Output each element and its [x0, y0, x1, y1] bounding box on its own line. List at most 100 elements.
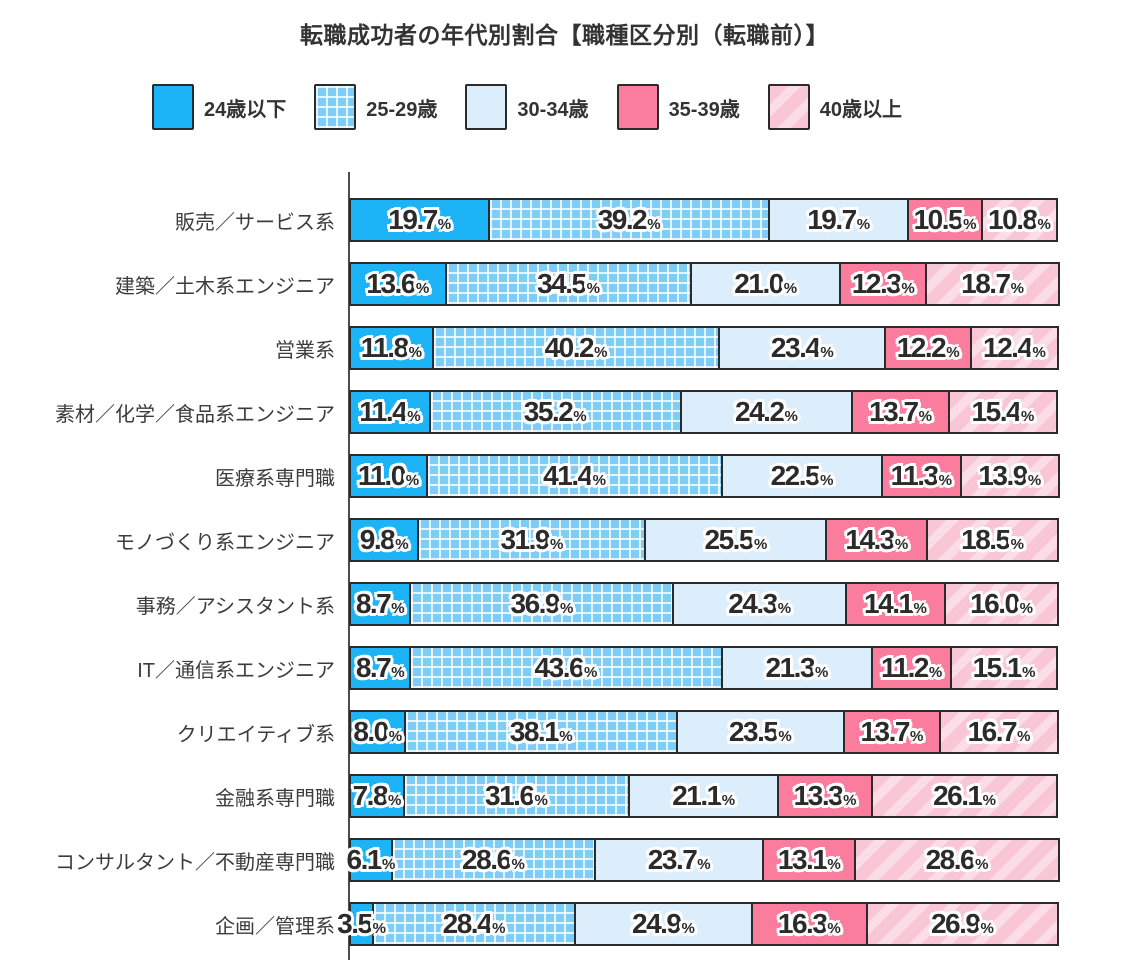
segment-value-label: 41.4% [543, 460, 607, 491]
segment-value-label: 24.9% [632, 908, 695, 939]
bar-segment: 6.1% [347, 838, 396, 882]
segment-value-label: 16.0% [970, 588, 1033, 619]
segment-value-label: 10.5% [913, 204, 977, 235]
percent-suffix: % [894, 536, 909, 553]
percent-suffix: % [901, 280, 915, 297]
bar-segment: 11.2% [871, 646, 952, 690]
bar-segment: 3.5% [337, 902, 386, 946]
bar-row: 事務／アシスタント系 8.7% 36.9% 24.3% 14.1% 16.0% [0, 582, 1067, 626]
stacked-bar: 19.7% 39.2% 19.7% 10.5% 10.8% [349, 198, 1067, 242]
percent-suffix: % [408, 344, 422, 361]
percent-suffix: % [573, 408, 587, 425]
stacked-bar: 11.0% 41.4% 22.5% 11.3% 13.9% [349, 454, 1067, 498]
bar-segment: 10.8% [980, 198, 1059, 242]
bar-segment: 12.3% [839, 262, 928, 306]
percent-suffix: % [1010, 536, 1024, 553]
bar-segment: 24.3% [672, 582, 847, 626]
segment-value-label: 15.4% [971, 396, 1035, 427]
percent-suffix: % [1027, 472, 1042, 489]
segment-value-label: 21.0% [734, 268, 798, 299]
bar-segment: 15.4% [947, 390, 1059, 434]
legend-item: 25-29歳 [314, 84, 437, 130]
segment-value-label: 8.7% [355, 588, 405, 619]
percent-suffix: % [777, 600, 792, 617]
segment-value-label: 28.4% [442, 908, 506, 939]
bar-segment: 35.2% [428, 390, 682, 434]
percent-suffix: % [1010, 280, 1024, 297]
percent-suffix: % [388, 728, 403, 745]
stacked-bar: 9.8% 31.9% 25.5% 14.3% 18.5% [349, 518, 1067, 562]
bar-row: 金融系専門職 7.8% 31.6% 21.1% 13.3% 26.1% [0, 774, 1067, 818]
legend-label: 35-39歳 [668, 98, 740, 121]
bar-segment: 7.8% [349, 774, 405, 818]
percent-suffix: % [815, 664, 829, 681]
bar-segment: 24.9% [574, 902, 753, 946]
bar-segment: 14.1% [844, 582, 947, 626]
bar-segment: 10.5% [907, 198, 983, 242]
bar-segment: 21.1% [627, 774, 780, 818]
segment-value-label: 26.1% [933, 780, 996, 811]
segment-value-label: 43.6% [534, 652, 598, 683]
segment-value-label: 10.8% [988, 204, 1051, 235]
segment-value-label: 15.1% [972, 652, 1036, 683]
bar-row: 建築／土木系エンジニア 13.6% 34.5% 21.0% 12.3% 18.7% [0, 262, 1067, 306]
segment-value-label: 39.2% [597, 204, 661, 235]
percent-suffix: % [681, 920, 695, 937]
segment-value-label: 23.4% [770, 332, 834, 363]
segment-value-label: 28.6% [925, 844, 989, 875]
percent-suffix: % [843, 792, 857, 809]
segment-value-label: 12.3% [851, 268, 915, 299]
bar-row: 企画／管理系 3.5% 28.4% 24.9% 16.3% 26.9% [0, 902, 1067, 946]
bar-row: 販売／サービス系 19.7% 39.2% 19.7% 10.5% 10.8% [0, 198, 1067, 242]
percent-suffix: % [982, 792, 996, 809]
legend-item: 24歳以下 [152, 84, 286, 130]
bar-row: モノづくり系エンジニア 9.8% 31.9% 25.5% 14.3% 18.5% [0, 518, 1067, 562]
bar-segment: 36.9% [409, 582, 675, 626]
percent-suffix: % [381, 856, 396, 873]
percent-suffix: % [1032, 344, 1046, 361]
bar-segment: 13.3% [777, 774, 873, 818]
bar-segment: 11.8% [349, 326, 434, 370]
percent-suffix: % [918, 408, 932, 425]
bar-segment: 26.1% [870, 774, 1059, 818]
percent-suffix: % [827, 920, 841, 937]
bar-segment: 15.1% [949, 646, 1059, 690]
segment-value-label: 8.0% [353, 716, 403, 747]
segment-value-label: 11.0% [357, 460, 420, 491]
chart-title: 転職成功者の年代別割合【職種区分別（転職前）】 [300, 22, 829, 48]
legend: 24歳以下 25-29歳 30-34歳 35-39歳 40歳以上 [152, 84, 930, 130]
segment-value-label: 13.1% [777, 844, 841, 875]
percent-suffix: % [407, 408, 421, 425]
category-label: 素材／化学／食品系エンジニア [55, 403, 335, 426]
percent-suffix: % [1037, 216, 1051, 233]
segment-value-label: 34.5% [537, 268, 600, 299]
percent-suffix: % [534, 792, 548, 809]
legend-swatch-icon [767, 84, 810, 130]
bar-row: 営業系 11.8% 40.2% 23.4% 12.2% 12.4% [0, 326, 1067, 370]
legend-label: 30-34歳 [517, 98, 589, 121]
segment-value-label: 11.8% [360, 332, 422, 363]
percent-suffix: % [827, 856, 841, 873]
percent-suffix: % [778, 728, 792, 745]
bar-segment: 16.3% [750, 902, 868, 946]
bar-segment: 11.4% [349, 390, 431, 434]
percent-suffix: % [391, 600, 405, 617]
bar-segment: 38.1% [404, 710, 678, 754]
bar-segment: 25.5% [644, 518, 828, 562]
bar-segment: 18.7% [925, 262, 1060, 306]
stacked-bar: 13.6% 34.5% 21.0% 12.3% 18.7% [349, 262, 1067, 306]
segment-value-label: 24.3% [728, 588, 792, 619]
percent-suffix: % [909, 728, 924, 745]
stacked-bar: 11.4% 35.2% 24.2% 13.7% 15.4% [349, 390, 1067, 434]
bar-segment: 23.4% [718, 326, 887, 370]
segment-value-label: 19.7% [807, 204, 871, 235]
percent-suffix: % [559, 728, 573, 745]
bar-segment: 21.3% [720, 646, 874, 690]
percent-suffix: % [415, 280, 430, 297]
segment-value-label: 24.2% [735, 396, 798, 427]
bar-segment: 14.3% [825, 518, 929, 562]
legend-swatch-icon [314, 84, 357, 130]
bar-segment: 24.2% [679, 390, 854, 434]
bar-segment: 13.7% [842, 710, 942, 754]
category-label: 営業系 [275, 339, 335, 362]
